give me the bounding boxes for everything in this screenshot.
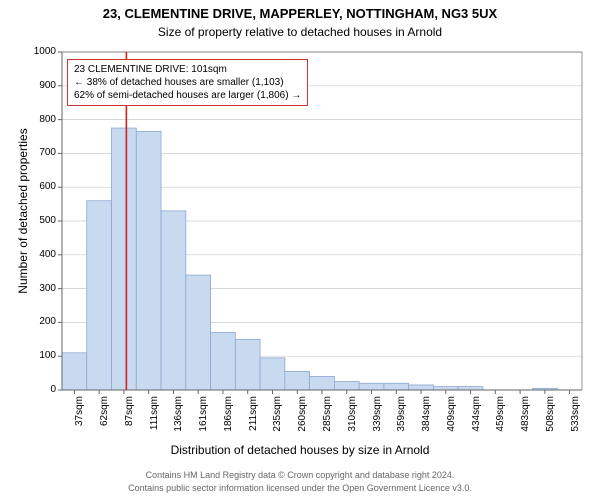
x-tick: 339sqm bbox=[372, 396, 383, 446]
y-tick: 200 bbox=[39, 316, 56, 327]
y-tick: 0 bbox=[50, 384, 56, 395]
x-tick: 285sqm bbox=[322, 396, 333, 446]
y-axis-label: Number of detached properties bbox=[16, 111, 30, 311]
chart-title: 23, CLEMENTINE DRIVE, MAPPERLEY, NOTTING… bbox=[0, 6, 600, 21]
x-tick: 434sqm bbox=[471, 396, 482, 446]
x-tick: 161sqm bbox=[198, 396, 209, 446]
x-tick: 235sqm bbox=[272, 396, 283, 446]
footer-line-2: Contains public sector information licen… bbox=[0, 483, 600, 493]
x-tick: 459sqm bbox=[495, 396, 506, 446]
x-tick: 62sqm bbox=[99, 396, 110, 446]
x-tick: 359sqm bbox=[396, 396, 407, 446]
x-tick: 533sqm bbox=[570, 396, 581, 446]
y-tick: 600 bbox=[39, 181, 56, 192]
x-tick: 409sqm bbox=[446, 396, 457, 446]
y-tick: 400 bbox=[39, 249, 56, 260]
y-tick: 1000 bbox=[34, 46, 56, 57]
footer-line-1: Contains HM Land Registry data © Crown c… bbox=[0, 470, 600, 480]
x-tick: 211sqm bbox=[248, 396, 259, 446]
x-tick: 260sqm bbox=[297, 396, 308, 446]
x-tick: 483sqm bbox=[520, 396, 531, 446]
x-tick: 87sqm bbox=[124, 396, 135, 446]
y-tick: 800 bbox=[39, 114, 56, 125]
annotation-line-2: ← 38% of detached houses are smaller (1,… bbox=[74, 76, 301, 89]
y-tick: 500 bbox=[39, 215, 56, 226]
x-tick: 310sqm bbox=[347, 396, 358, 446]
y-tick: 100 bbox=[39, 350, 56, 361]
x-tick: 508sqm bbox=[545, 396, 556, 446]
annotation-box: 23 CLEMENTINE DRIVE: 101sqm ← 38% of det… bbox=[67, 59, 308, 106]
x-tick: 186sqm bbox=[223, 396, 234, 446]
y-tick: 900 bbox=[39, 80, 56, 91]
annotation-line-3: 62% of semi-detached houses are larger (… bbox=[74, 89, 301, 102]
x-tick: 136sqm bbox=[173, 396, 184, 446]
y-tick: 300 bbox=[39, 283, 56, 294]
x-tick: 111sqm bbox=[149, 396, 160, 446]
chart-subtitle: Size of property relative to detached ho… bbox=[0, 25, 600, 39]
y-tick: 700 bbox=[39, 147, 56, 158]
x-tick: 37sqm bbox=[74, 396, 85, 446]
annotation-line-1: 23 CLEMENTINE DRIVE: 101sqm bbox=[74, 63, 301, 76]
x-tick: 384sqm bbox=[421, 396, 432, 446]
